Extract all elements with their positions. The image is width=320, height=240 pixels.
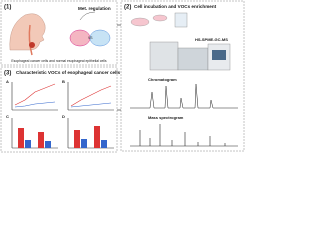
mini-chart bbox=[67, 82, 114, 111]
panel-number: (3) bbox=[4, 71, 11, 77]
chart-letter: A bbox=[6, 79, 9, 84]
figure: (1) VS Met. regulation Esophageal cancer… bbox=[0, 0, 245, 153]
cells-illustration: VS bbox=[69, 11, 111, 47]
chart-letter: B bbox=[62, 79, 65, 84]
spectrum-label: Mass spectrogram bbox=[148, 115, 184, 120]
panel-title: Met. regulation bbox=[78, 6, 111, 11]
panel-caption: Esophageal cancer cells and normal esoph… bbox=[11, 59, 106, 63]
chromatogram-trace bbox=[130, 83, 238, 109]
mini-chart bbox=[11, 118, 58, 149]
dishes-illustration bbox=[130, 12, 188, 28]
head-illustration bbox=[9, 13, 46, 56]
mass-spectrum-trace bbox=[130, 124, 238, 147]
panel-number: (1) bbox=[4, 5, 11, 11]
mini-chart bbox=[11, 82, 58, 111]
versus: VS bbox=[88, 36, 93, 40]
chart-letter: C bbox=[6, 114, 9, 119]
instrument-illustration bbox=[149, 41, 231, 71]
panel-title: Cell incubation and VOCs enrichment bbox=[134, 4, 217, 9]
panel-number: (2) bbox=[124, 5, 131, 11]
chart-letter: D bbox=[62, 114, 65, 119]
panel-title: Characteristic VOCs of esophageal cancer… bbox=[16, 70, 121, 75]
instrument-label: HS-SPME-GC-MS bbox=[195, 37, 228, 42]
mini-chart bbox=[67, 118, 114, 149]
spectrum-label: Chromatogram bbox=[148, 77, 177, 82]
